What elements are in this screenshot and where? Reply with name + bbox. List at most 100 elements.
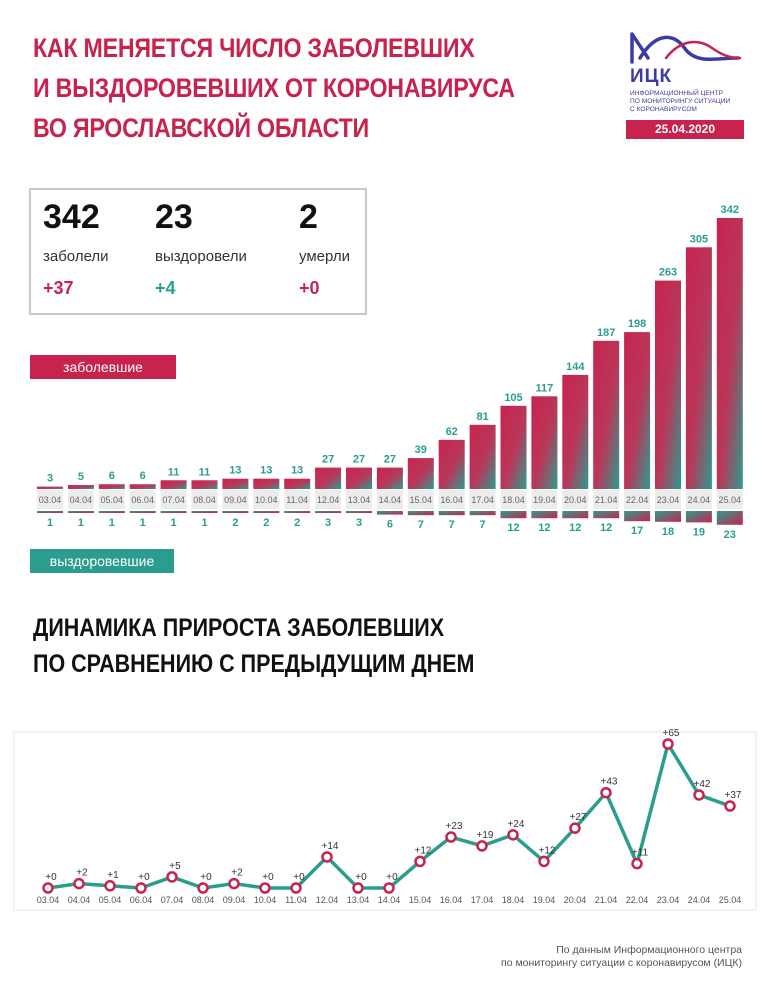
infected-value-label: 27 xyxy=(353,454,365,466)
growth-value-label: +0 xyxy=(200,872,212,883)
date-cell xyxy=(685,490,712,509)
stat-recovered-delta: +4 xyxy=(155,278,176,298)
infected-bar xyxy=(284,478,311,489)
growth-date-label: 08.04 xyxy=(192,895,215,905)
growth-date-label: 13.04 xyxy=(347,895,370,905)
date-cell xyxy=(624,490,651,509)
infected-value-label: 144 xyxy=(566,361,585,373)
growth-point xyxy=(197,882,209,894)
growth-date-label: 03.04 xyxy=(37,895,60,905)
infected-bar xyxy=(129,484,156,489)
legend-infected: заболевшие xyxy=(30,355,176,379)
growth-point xyxy=(73,877,85,890)
recovered-value-label: 7 xyxy=(418,519,424,531)
date-cell xyxy=(67,490,94,509)
date-cell xyxy=(407,490,434,509)
infected-bar xyxy=(500,405,527,489)
recovered-bar xyxy=(191,511,218,513)
growth-value-label: +0 xyxy=(262,872,274,883)
recovered-value-label: 1 xyxy=(47,517,53,529)
date-cell xyxy=(315,490,342,509)
growth-point xyxy=(662,738,674,750)
recovered-value-label: 19 xyxy=(693,526,705,538)
logo-subtitle-line: ПО МОНИТОРИНГУ СИТУАЦИИ xyxy=(630,98,731,105)
recovered-value-label: 17 xyxy=(631,525,643,537)
infected-bar xyxy=(685,247,712,489)
report-date: 25.04.2020 xyxy=(626,120,744,139)
recovered-bar xyxy=(407,511,434,516)
date-cell xyxy=(37,490,63,509)
recovered-value-label: 1 xyxy=(78,517,84,529)
infected-bar xyxy=(469,424,496,489)
recovered-bar xyxy=(98,511,125,513)
growth-date-label: 06.04 xyxy=(130,895,153,905)
infected-value-label: 11 xyxy=(168,466,180,478)
stat-deaths-value: 2 xyxy=(299,198,318,236)
recovered-value-label: 7 xyxy=(480,519,486,531)
infected-bar xyxy=(315,467,342,489)
growth-date-label: 10.04 xyxy=(254,895,277,905)
growth-value-label: +1 xyxy=(107,870,119,881)
growth-date-label: 09.04 xyxy=(223,895,246,905)
section-title-line-2: ПО СРАВНЕНИЮ С ПРЕДЫДУЩИМ ДНЕМ xyxy=(33,650,475,678)
date-cell xyxy=(253,490,280,509)
date-cell xyxy=(346,490,372,509)
date-tick-label: 11.04 xyxy=(286,495,308,505)
infected-value-label: 13 xyxy=(260,465,272,477)
growth-value-label: +43 xyxy=(601,777,618,788)
infected-bar xyxy=(624,332,651,489)
growth-date-label: 19.04 xyxy=(533,895,556,905)
date-tick-label: 18.04 xyxy=(502,495,525,505)
date-cell xyxy=(531,490,558,509)
growth-point xyxy=(476,840,488,852)
growth-point xyxy=(135,882,147,894)
growth-value-label: +5 xyxy=(169,861,181,872)
date-tick-label: 24.04 xyxy=(688,495,711,505)
infected-value-label: 27 xyxy=(322,454,334,466)
logo-subtitle: ИНФОРМАЦИОННЫЙ ЦЕНТР ПО МОНИТОРИНГУ СИТУ… xyxy=(630,90,760,114)
recovered-bar xyxy=(129,511,156,513)
growth-point xyxy=(228,877,240,890)
recovered-value-label: 2 xyxy=(263,517,269,529)
recovered-value-label: 1 xyxy=(140,517,146,529)
infected-value-label: 62 xyxy=(446,426,458,438)
growth-point xyxy=(445,831,457,843)
date-tick-label: 25.04 xyxy=(719,495,742,505)
growth-point xyxy=(569,822,581,834)
date-tick-label: 13.04 xyxy=(348,495,371,505)
date-tick-label: 06.04 xyxy=(131,495,154,505)
growth-date-label: 22.04 xyxy=(626,895,649,905)
stat-deaths-label: умерли xyxy=(299,248,350,265)
recovered-value-label: 6 xyxy=(387,519,393,531)
growth-date-label: 12.04 xyxy=(316,895,339,905)
infected-bar xyxy=(222,478,249,489)
growth-date-label: 07.04 xyxy=(161,895,184,905)
date-cell xyxy=(160,490,187,509)
recovered-value-label: 23 xyxy=(724,529,736,541)
stats-panel: 342 заболели +37 23 выздоровели +4 2 уме… xyxy=(29,188,367,315)
growth-value-label: +37 xyxy=(725,790,742,801)
date-tick-label: 12.04 xyxy=(317,495,340,505)
growth-value-label: +27 xyxy=(570,812,587,823)
growth-value-label: +0 xyxy=(138,872,150,883)
infected-bar xyxy=(67,485,94,489)
source-line: По данным Информационного центра xyxy=(556,944,742,956)
date-cell xyxy=(376,490,403,509)
main-title-line-3: ВО ЯРОСЛАВСКОЙ ОБЛАСТИ xyxy=(33,113,369,143)
logo-wave-icon xyxy=(630,32,742,64)
infected-value-label: 263 xyxy=(659,267,677,279)
infected-value-label: 5 xyxy=(78,471,84,483)
growth-value-label: +23 xyxy=(446,821,463,832)
recovered-bar xyxy=(655,511,681,522)
date-tick-label: 08.04 xyxy=(193,495,216,505)
date-cell xyxy=(191,490,218,509)
date-tick-label: 04.04 xyxy=(70,495,93,505)
growth-point xyxy=(724,800,736,812)
infected-bar xyxy=(160,480,187,489)
growth-point xyxy=(507,829,519,841)
date-cell xyxy=(716,490,743,509)
infected-value-label: 13 xyxy=(291,465,303,477)
infected-value-label: 3 xyxy=(47,473,53,485)
date-cell xyxy=(129,490,156,509)
growth-date-label: 24.04 xyxy=(688,895,711,905)
